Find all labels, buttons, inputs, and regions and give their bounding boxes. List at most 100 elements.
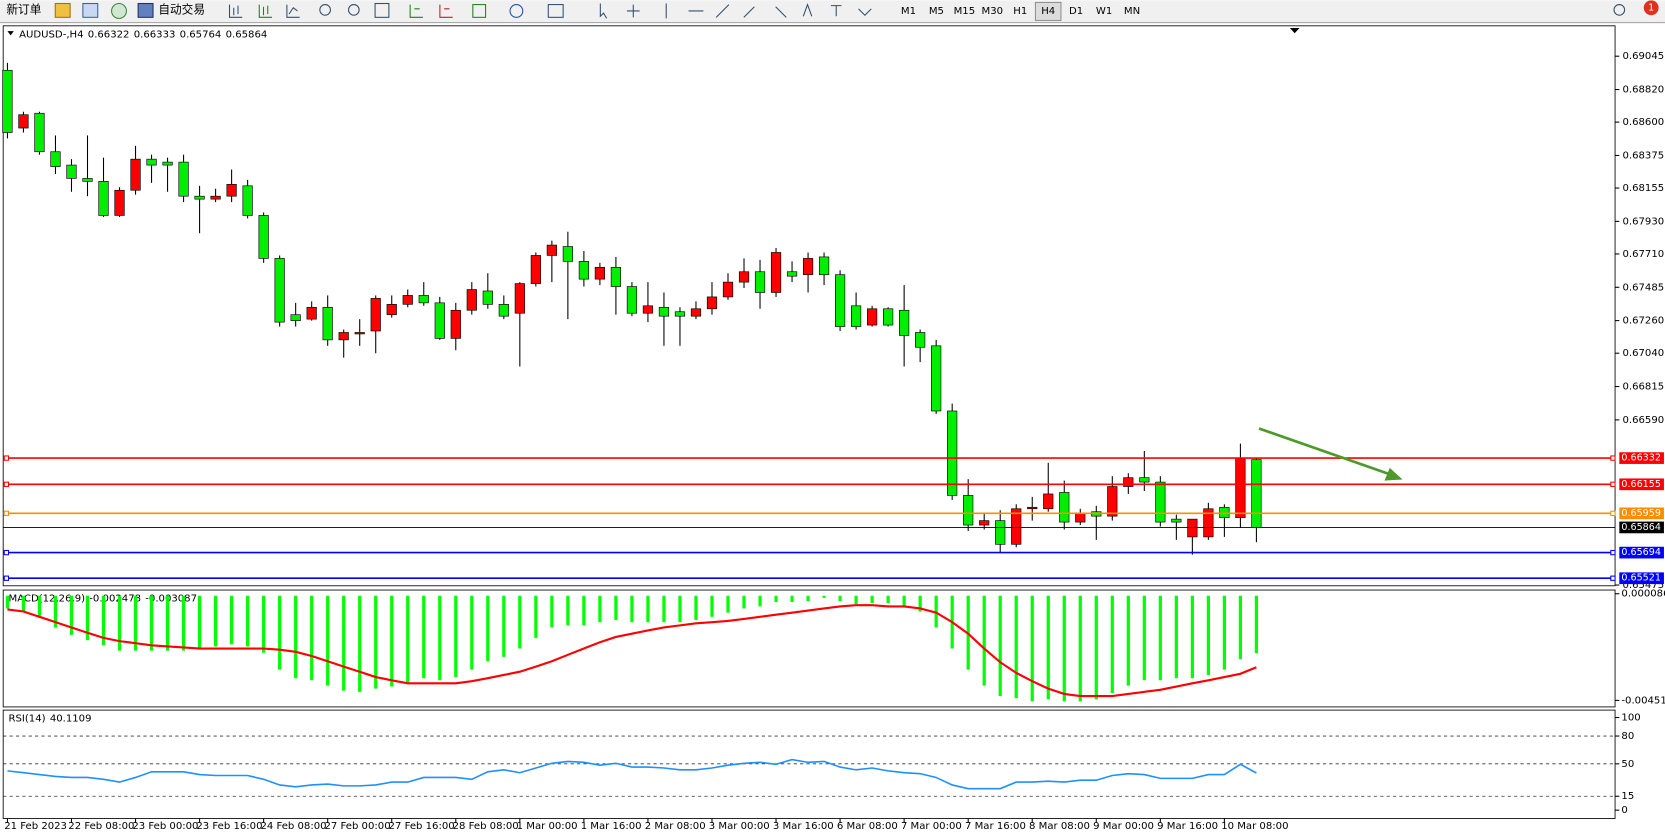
macd-bar xyxy=(806,595,810,602)
macd-bar xyxy=(742,595,746,609)
macd-bar xyxy=(390,595,394,687)
timeframe-button[interactable]: M30 xyxy=(982,6,1004,17)
level-handle xyxy=(1610,481,1616,487)
macd-bar xyxy=(1222,595,1226,670)
macd-bar xyxy=(149,595,154,651)
rsi-value: 40.1109 xyxy=(50,714,92,725)
time-label: 28 Feb 08:00 xyxy=(453,821,519,832)
macd-bar xyxy=(614,595,618,621)
rsi-tick-label: 50 xyxy=(1621,759,1634,770)
icon[interactable] xyxy=(137,2,154,18)
candle-body xyxy=(915,332,926,348)
level-handle xyxy=(1610,455,1616,461)
timeframe-button[interactable]: M1 xyxy=(901,6,916,17)
icon[interactable] xyxy=(509,4,524,18)
candle-body xyxy=(242,185,253,216)
icon[interactable] xyxy=(802,3,872,17)
header-value: 0.65764 xyxy=(180,29,222,40)
icon[interactable] xyxy=(409,4,423,18)
timeframe-button[interactable]: M5 xyxy=(929,6,944,17)
icon[interactable] xyxy=(258,4,273,18)
icon[interactable] xyxy=(54,2,71,18)
auto-trading-button[interactable]: 自动交易 xyxy=(158,2,205,16)
new-order-button[interactable]: 新订单 xyxy=(6,2,41,16)
price-label: 0.67260 xyxy=(1622,316,1664,327)
macd-bar xyxy=(838,595,842,602)
macd-bar xyxy=(37,595,42,617)
icon[interactable] xyxy=(599,3,787,19)
icon[interactable] xyxy=(228,4,243,18)
header-value: 0.65864 xyxy=(226,29,268,40)
candle-body xyxy=(1171,518,1182,523)
time-label: 21 Feb 2023 xyxy=(4,821,67,832)
candle-body xyxy=(1155,481,1166,523)
level-handle xyxy=(3,549,10,556)
macd-bar xyxy=(1030,595,1034,702)
macd-bar xyxy=(566,595,570,626)
icon[interactable] xyxy=(472,4,487,18)
icon[interactable] xyxy=(82,2,99,18)
notification-badge[interactable] xyxy=(1643,0,1659,16)
arrow-shaft xyxy=(1258,427,1391,476)
macd-bar xyxy=(310,595,314,681)
price-label: 0.66815 xyxy=(1622,382,1664,393)
candle-body xyxy=(178,161,189,197)
price-label: 0.65475 xyxy=(1622,580,1664,591)
macd-bar xyxy=(454,595,458,678)
timeframe-button[interactable]: H4 xyxy=(1041,6,1055,17)
macd-bar xyxy=(822,595,826,598)
candle-body xyxy=(1203,508,1214,538)
level-handle xyxy=(3,510,10,517)
candle-body xyxy=(402,295,413,305)
candle-body xyxy=(594,266,605,280)
macd-bar xyxy=(486,595,490,662)
level-label: 0.65694 xyxy=(1621,547,1660,558)
candle-body xyxy=(883,308,894,326)
search-icon[interactable] xyxy=(1613,4,1626,16)
timeframe-button[interactable]: W1 xyxy=(1096,6,1112,17)
icon[interactable] xyxy=(347,4,360,16)
macd-tick-label: 0.000086 xyxy=(1621,589,1665,600)
candle-body xyxy=(498,304,509,317)
header-value: 0.66333 xyxy=(134,29,176,40)
timeframe-button[interactable]: M15 xyxy=(954,6,976,17)
icon[interactable] xyxy=(319,4,331,16)
macd-bar xyxy=(902,595,906,607)
macd-bar xyxy=(21,595,26,612)
macd-bar xyxy=(774,595,778,602)
candle-body xyxy=(466,289,477,311)
candle-body xyxy=(162,161,173,166)
candle-body xyxy=(66,164,77,179)
icon[interactable] xyxy=(439,4,453,18)
price-label: 0.67930 xyxy=(1622,216,1664,227)
macd-bar xyxy=(278,595,282,670)
icon[interactable] xyxy=(111,2,127,19)
macd-bar xyxy=(582,595,586,626)
macd-bar xyxy=(662,595,666,623)
candle-body xyxy=(947,410,958,496)
macd-bar xyxy=(1254,595,1259,654)
shift-marker xyxy=(1289,27,1300,34)
icon[interactable] xyxy=(547,4,564,18)
macd-bar xyxy=(550,595,554,628)
macd-bar xyxy=(438,595,442,681)
candle-body xyxy=(562,246,573,262)
time-label: 27 Feb 16:00 xyxy=(389,821,455,832)
macd-bar xyxy=(1142,595,1146,681)
candle-body xyxy=(722,281,734,298)
macd-bar xyxy=(502,595,506,657)
icon[interactable] xyxy=(374,2,390,18)
candle-body xyxy=(626,286,638,314)
candle-body xyxy=(1235,458,1246,518)
macd-bar xyxy=(246,595,250,647)
level-label: 0.65959 xyxy=(1621,508,1660,519)
level-handle xyxy=(3,575,10,581)
icon[interactable] xyxy=(286,4,300,18)
time-label: 9 Mar 00:00 xyxy=(1093,821,1154,832)
timeframe-button[interactable]: MN xyxy=(1124,6,1140,17)
macd-name: MACD(12,26,9) xyxy=(9,594,86,605)
macd-tick-label: -0.004519 xyxy=(1621,695,1665,706)
timeframe-button[interactable]: D1 xyxy=(1069,6,1083,17)
macd-bar xyxy=(133,595,138,651)
timeframe-button[interactable]: H1 xyxy=(1013,6,1027,17)
